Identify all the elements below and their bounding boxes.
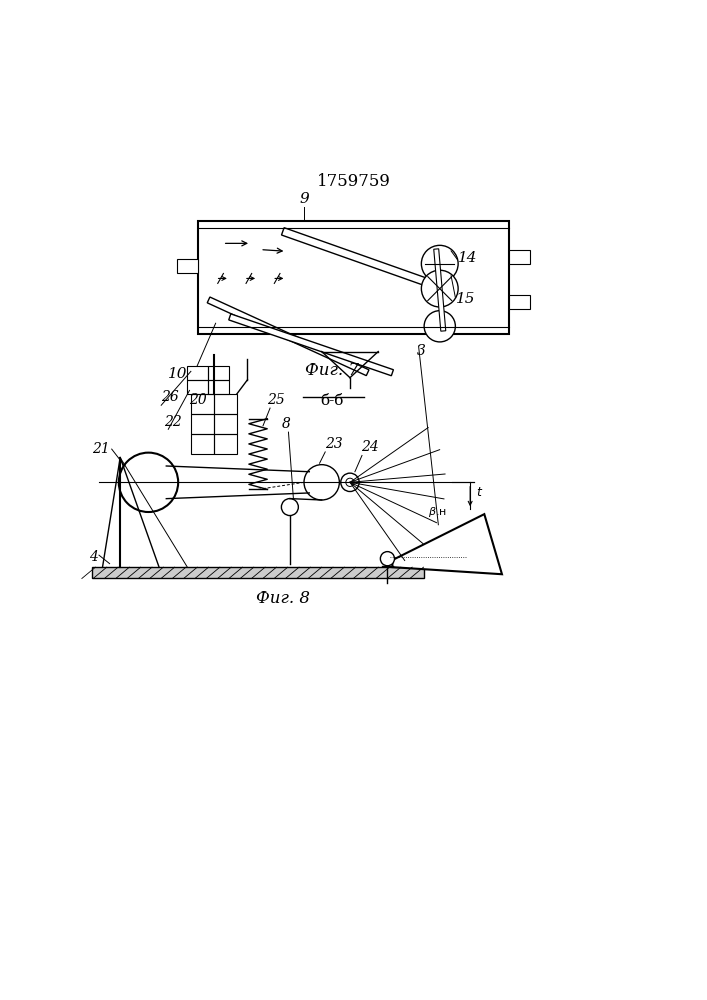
Bar (177, 259, 198, 273)
Text: 25: 25 (267, 393, 285, 407)
Bar (214, 414, 237, 434)
Text: 23: 23 (325, 437, 343, 451)
Bar (191, 414, 214, 434)
Bar (191, 434, 214, 454)
Polygon shape (229, 314, 393, 376)
Text: Фиг. 7: Фиг. 7 (305, 362, 359, 379)
Circle shape (421, 270, 458, 307)
Circle shape (421, 245, 458, 282)
Circle shape (424, 311, 455, 342)
Polygon shape (207, 297, 369, 376)
Text: 3: 3 (417, 344, 426, 358)
Polygon shape (434, 249, 445, 331)
Polygon shape (392, 514, 502, 574)
Text: 4: 4 (88, 550, 98, 564)
Text: 21: 21 (92, 442, 110, 456)
Text: t: t (476, 486, 481, 499)
Text: 24: 24 (361, 440, 378, 454)
Bar (214, 394, 237, 414)
Bar (187, 380, 208, 394)
Bar (191, 394, 214, 414)
Text: б-б: б-б (320, 394, 344, 408)
Bar (509, 250, 530, 264)
Text: 20: 20 (189, 393, 207, 407)
Text: 10: 10 (168, 367, 187, 381)
Polygon shape (92, 567, 424, 578)
Text: $\beta$.н: $\beta$.н (428, 505, 447, 519)
Circle shape (304, 465, 339, 500)
Bar (509, 295, 530, 309)
Text: 1759759: 1759759 (317, 173, 390, 190)
Circle shape (380, 552, 395, 566)
Text: 14: 14 (458, 251, 478, 265)
Circle shape (281, 499, 298, 516)
Text: Фиг. 8: Фиг. 8 (256, 590, 310, 607)
Bar (208, 380, 229, 394)
Text: 8: 8 (282, 417, 291, 431)
Text: 22: 22 (164, 415, 182, 429)
Bar (208, 366, 229, 380)
Text: 9: 9 (299, 192, 309, 206)
Bar (214, 434, 237, 454)
Bar (187, 366, 208, 380)
Text: 26: 26 (161, 390, 179, 404)
Circle shape (119, 453, 178, 512)
Circle shape (341, 473, 359, 492)
Polygon shape (281, 228, 440, 290)
Text: 15: 15 (456, 292, 476, 306)
